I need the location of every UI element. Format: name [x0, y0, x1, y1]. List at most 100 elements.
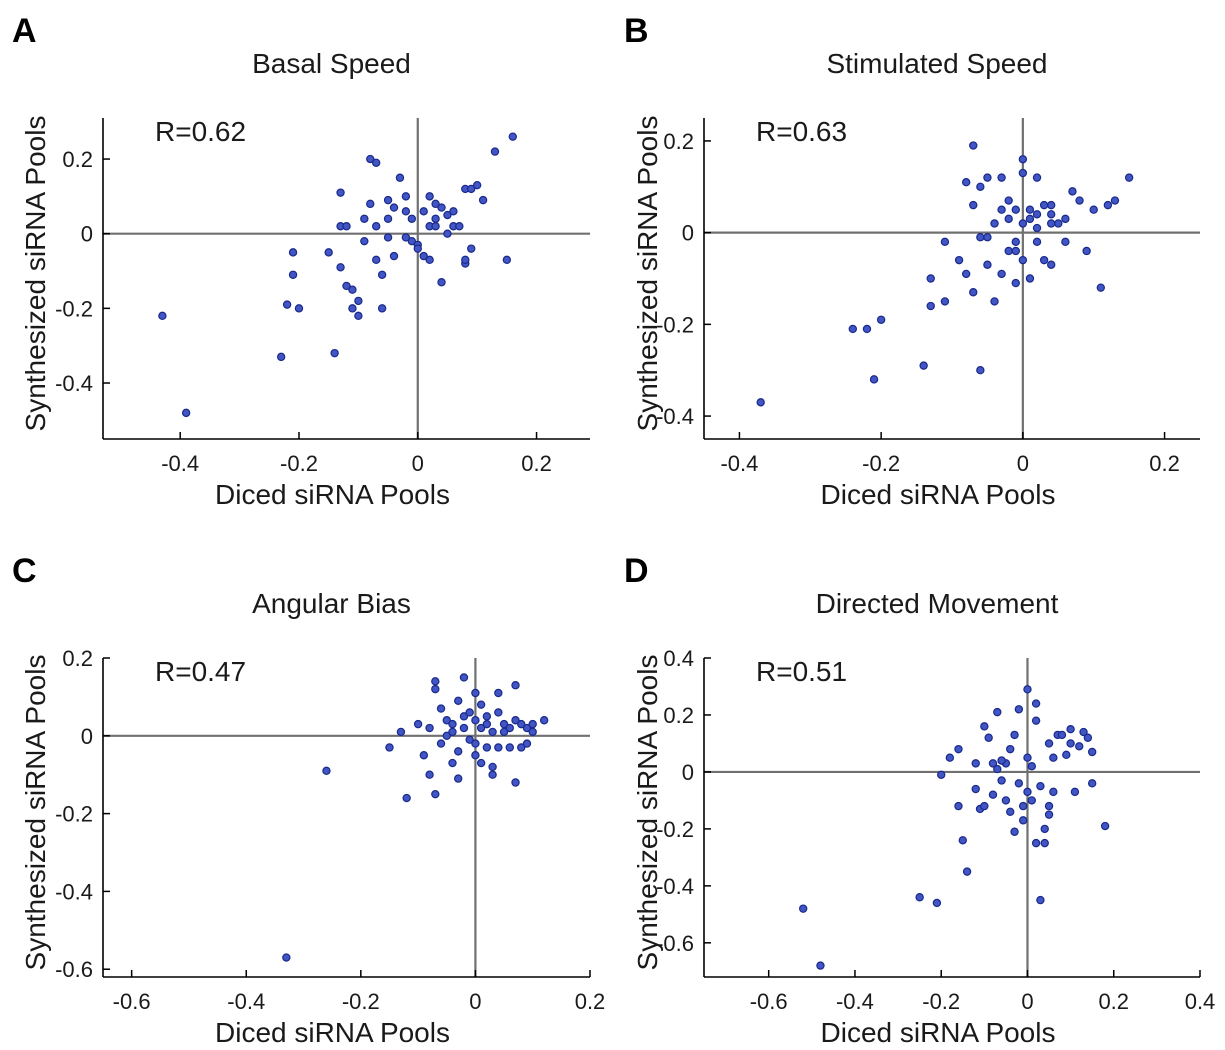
data-point [336, 263, 345, 272]
data-point [1010, 827, 1019, 836]
data-point [294, 304, 304, 313]
correlation-annotation: R=0.47 [155, 656, 246, 687]
data-point [419, 751, 429, 760]
data-point [383, 195, 393, 205]
data-point [395, 173, 405, 182]
data-point [389, 251, 399, 261]
data-point [1070, 787, 1080, 797]
chart-title: Basal Speed [252, 48, 411, 79]
data-point [425, 192, 434, 201]
data-point [288, 270, 298, 279]
data-point [1066, 725, 1075, 734]
data-point [1049, 787, 1058, 797]
data-point [1046, 260, 1056, 269]
data-point [431, 684, 440, 694]
data-point [1027, 796, 1036, 805]
data-point [505, 743, 514, 752]
data-point [366, 199, 375, 209]
x-tick-label: 0.4 [1185, 989, 1216, 1014]
data-point [448, 719, 457, 729]
data-point [322, 766, 331, 776]
data-point [1023, 753, 1032, 762]
panel-a: A Basal Speed -0.4 -0.2 0 0.2 -0.4 -0.2 0 0.2 Dice… [12, 12, 590, 510]
data-point [158, 311, 167, 321]
data-point [1061, 237, 1070, 247]
data-point [437, 203, 446, 212]
data-point [1054, 219, 1063, 228]
data-point [1036, 895, 1045, 905]
data-point [1018, 219, 1028, 228]
data-point [1049, 753, 1058, 762]
data-point [1032, 210, 1042, 219]
y-tick-label: 0.2 [62, 646, 93, 671]
data-point [488, 762, 497, 772]
data-point [459, 673, 469, 682]
x-tick-label: 0 [469, 989, 481, 1014]
data-point [816, 961, 825, 970]
data-point [1006, 807, 1015, 817]
data-point [448, 727, 457, 737]
data-point [396, 727, 406, 737]
data-point [1044, 739, 1054, 748]
data-point [385, 743, 394, 752]
data-point [401, 233, 411, 242]
data-point [282, 300, 292, 309]
data-point [508, 132, 517, 141]
data-point [431, 677, 440, 686]
data-point [1001, 796, 1011, 805]
data-point [360, 236, 369, 246]
data-point [997, 173, 1006, 182]
data-point [482, 743, 492, 752]
data-point [876, 315, 886, 324]
data-point [1079, 727, 1088, 737]
data-point [425, 770, 434, 779]
data-point [455, 222, 464, 231]
data-point [354, 311, 363, 321]
data-point [413, 719, 423, 729]
data-point [984, 733, 993, 742]
data-point [443, 210, 452, 220]
data-point [1057, 730, 1067, 740]
data-point [377, 304, 387, 313]
x-tick-label: -0.4 [227, 989, 265, 1014]
x-tick-label: -0.2 [280, 451, 318, 476]
data-point [442, 731, 451, 741]
x-tick-label: -0.6 [113, 989, 151, 1014]
x-tick-label: 0.2 [1098, 989, 1129, 1014]
data-point [442, 716, 451, 725]
data-point [511, 681, 520, 690]
y-axis-label: Synthesized siRNA Pools [20, 655, 51, 971]
data-point [288, 248, 298, 257]
data-point [1044, 810, 1054, 819]
data-point [862, 324, 872, 334]
panel-letter: B [624, 12, 649, 50]
data-point [407, 214, 417, 223]
data-point [494, 708, 503, 717]
data-point [436, 739, 446, 748]
data-point [443, 229, 452, 238]
data-point [488, 770, 497, 779]
data-point [482, 719, 492, 729]
data-point [1103, 200, 1113, 210]
data-point [502, 255, 512, 265]
data-point [478, 195, 488, 205]
data-point [517, 743, 526, 752]
data-point [505, 723, 514, 733]
data-point [1046, 200, 1056, 210]
y-axis-label: Synthesized siRNA Pools [632, 116, 663, 432]
data-point [494, 743, 503, 752]
data-point [482, 712, 492, 721]
data-point [1083, 733, 1093, 742]
data-point [1075, 196, 1084, 205]
x-tick-label: -0.4 [720, 451, 758, 476]
data-point [1011, 246, 1020, 256]
data-point [448, 758, 457, 768]
data-point [437, 278, 446, 287]
data-point [471, 739, 480, 748]
data-point [371, 158, 381, 167]
data-point [425, 723, 434, 733]
data-point [467, 244, 476, 253]
data-point [969, 288, 978, 297]
data-point [425, 255, 434, 265]
data-point [1044, 801, 1054, 811]
